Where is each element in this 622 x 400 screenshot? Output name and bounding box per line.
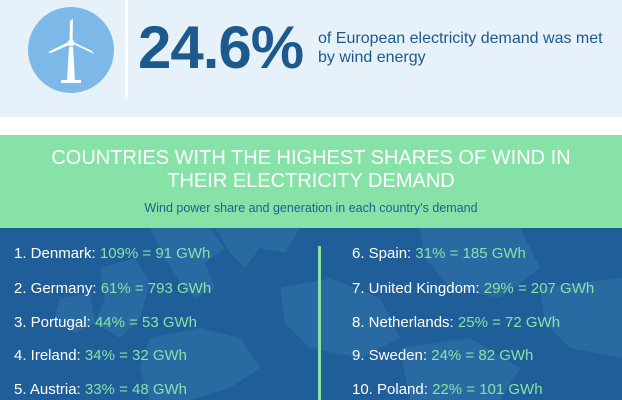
section-title: COUNTRIES WITH THE HIGHEST SHARES OF WIN… bbox=[51, 147, 571, 192]
list-item-netherlands: 8. Netherlands: 25% = 72 GWh bbox=[352, 314, 560, 332]
big-stat: 24.6% bbox=[138, 14, 304, 81]
country-value: 33% = 48 GWh bbox=[84, 381, 188, 398]
list-item-austria: 5. Austria: 33% = 48 GWh bbox=[14, 381, 187, 399]
list-item-sweden: 9. Sweden: 24% = 82 GWh bbox=[352, 347, 533, 365]
country-value: 44% = 53 GWh bbox=[94, 314, 198, 331]
list-item-denmark: 1. Denmark: 109% = 91 GWh bbox=[14, 245, 210, 263]
country-value: 31% = 185 GWh bbox=[415, 245, 526, 262]
list-item-united-kingdom: 7. United Kingdom: 29% = 207 GWh bbox=[352, 280, 594, 298]
country-name: 7. United Kingdom: bbox=[352, 280, 480, 297]
country-value: 24% = 82 GWh bbox=[431, 347, 534, 364]
europe-map-background bbox=[55, 228, 622, 400]
wind-turbine-icon bbox=[28, 7, 114, 93]
section-header: COUNTRIES WITH THE HIGHEST SHARES OF WIN… bbox=[0, 135, 622, 228]
country-value: 34% = 32 GWh bbox=[84, 347, 188, 364]
country-value: 22% = 101 GWh bbox=[432, 381, 543, 398]
list-item-germany: 2. Germany: 61% = 793 GWh bbox=[14, 280, 211, 298]
country-list-panel: 1. Denmark: 109% = 91 GWh 2. Germany: 61… bbox=[0, 228, 622, 400]
country-value: 29% = 207 GWh bbox=[483, 280, 595, 297]
section-gap bbox=[0, 117, 622, 135]
country-name: 10. Poland: bbox=[352, 381, 428, 398]
list-item-ireland: 4. Ireland: 34% = 32 GWh bbox=[14, 347, 187, 365]
country-name: 6. Spain: bbox=[352, 245, 412, 262]
list-item-poland: 10. Poland: 22% = 101 GWh bbox=[352, 381, 543, 399]
country-name: 9. Sweden: bbox=[352, 347, 428, 364]
headline-banner: 24.6% of European electricity demand was… bbox=[0, 0, 622, 117]
stat-description: of European electricity demand was met b… bbox=[318, 30, 603, 66]
country-name: 2. Germany: bbox=[14, 280, 97, 297]
list-item-spain: 6. Spain: 31% = 185 GWh bbox=[352, 245, 526, 263]
country-name: 3. Portugal: bbox=[14, 314, 91, 331]
country-name: 8. Netherlands: bbox=[352, 314, 454, 331]
header-divider bbox=[125, 0, 128, 97]
column-divider bbox=[318, 246, 321, 400]
country-value: 25% = 72 GWh bbox=[457, 314, 561, 331]
country-value: 109% = 91 GWh bbox=[99, 245, 211, 262]
country-name: 1. Denmark: bbox=[14, 245, 96, 262]
country-name: 5. Austria: bbox=[14, 381, 81, 398]
section-subtitle: Wind power share and generation in each … bbox=[144, 201, 478, 215]
country-name: 4. Ireland: bbox=[14, 347, 81, 364]
country-value: 61% = 793 GWh bbox=[100, 280, 212, 297]
list-item-portugal: 3. Portugal: 44% = 53 GWh bbox=[14, 314, 197, 332]
